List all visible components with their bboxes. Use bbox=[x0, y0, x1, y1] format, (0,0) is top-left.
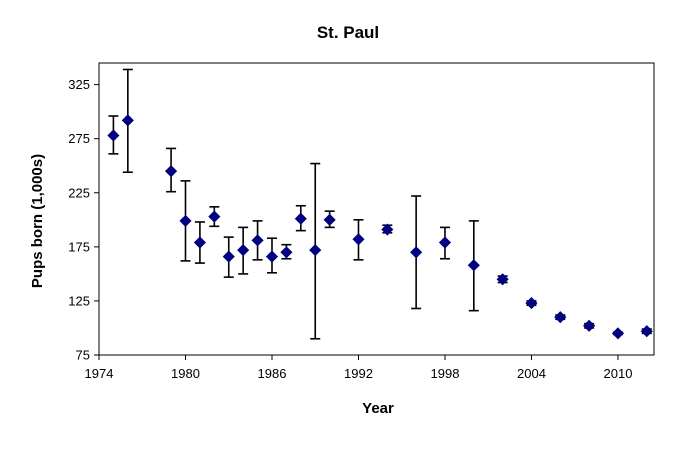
data-point-marker bbox=[438, 236, 452, 249]
data-point-marker bbox=[410, 246, 423, 259]
x-tick-label: 1980 bbox=[171, 366, 200, 381]
data-point-marker bbox=[583, 319, 596, 332]
data-point-marker bbox=[525, 297, 538, 310]
data-point-marker bbox=[237, 244, 250, 257]
data-point-marker bbox=[496, 273, 509, 286]
data-point-marker bbox=[165, 165, 178, 178]
x-tick-label: 1986 bbox=[258, 366, 287, 381]
x-tick-label: 2010 bbox=[604, 366, 633, 381]
data-points bbox=[107, 114, 653, 340]
plot-area bbox=[98, 62, 655, 356]
data-point-marker bbox=[107, 129, 120, 142]
x-axis: 1974 1980 1986 1992 1998 2004 2010 bbox=[85, 355, 633, 381]
plot-border bbox=[98, 62, 655, 356]
y-tick-label: 125 bbox=[68, 293, 90, 308]
y-tick-label: 275 bbox=[68, 131, 90, 146]
y-axis: 75 125 175 225 275 325 bbox=[68, 77, 99, 363]
data-point-marker bbox=[280, 246, 293, 259]
x-tick-label: 1992 bbox=[344, 366, 373, 381]
data-point-marker bbox=[193, 236, 206, 249]
data-point-marker bbox=[208, 210, 221, 223]
x-tick-label: 1998 bbox=[431, 366, 460, 381]
x-tick-label: 2004 bbox=[517, 366, 546, 381]
data-point-marker bbox=[467, 259, 480, 272]
data-point-marker bbox=[121, 114, 134, 127]
data-point-marker bbox=[554, 311, 567, 324]
x-tick-label: 1974 bbox=[85, 366, 114, 381]
y-tick-label: 175 bbox=[68, 239, 90, 254]
y-axis-label: Pups born (1,000s) bbox=[29, 154, 46, 288]
data-point-marker bbox=[352, 233, 365, 246]
data-point-marker bbox=[294, 212, 307, 225]
data-point-marker bbox=[381, 223, 394, 236]
x-axis-label: Year bbox=[362, 400, 394, 417]
data-point-marker bbox=[222, 250, 235, 263]
data-point-marker bbox=[611, 327, 625, 340]
error-bars bbox=[108, 68, 652, 340]
y-tick-label: 325 bbox=[68, 77, 90, 92]
data-point-marker bbox=[251, 234, 264, 247]
data-point-marker bbox=[323, 213, 336, 226]
data-point-marker bbox=[640, 325, 653, 338]
chart-title: St. Paul bbox=[317, 23, 379, 42]
y-tick-label: 225 bbox=[68, 185, 90, 200]
y-tick-label: 75 bbox=[76, 348, 90, 363]
data-point-marker bbox=[179, 214, 192, 227]
data-point-marker bbox=[309, 244, 322, 257]
data-point-marker bbox=[265, 250, 279, 263]
